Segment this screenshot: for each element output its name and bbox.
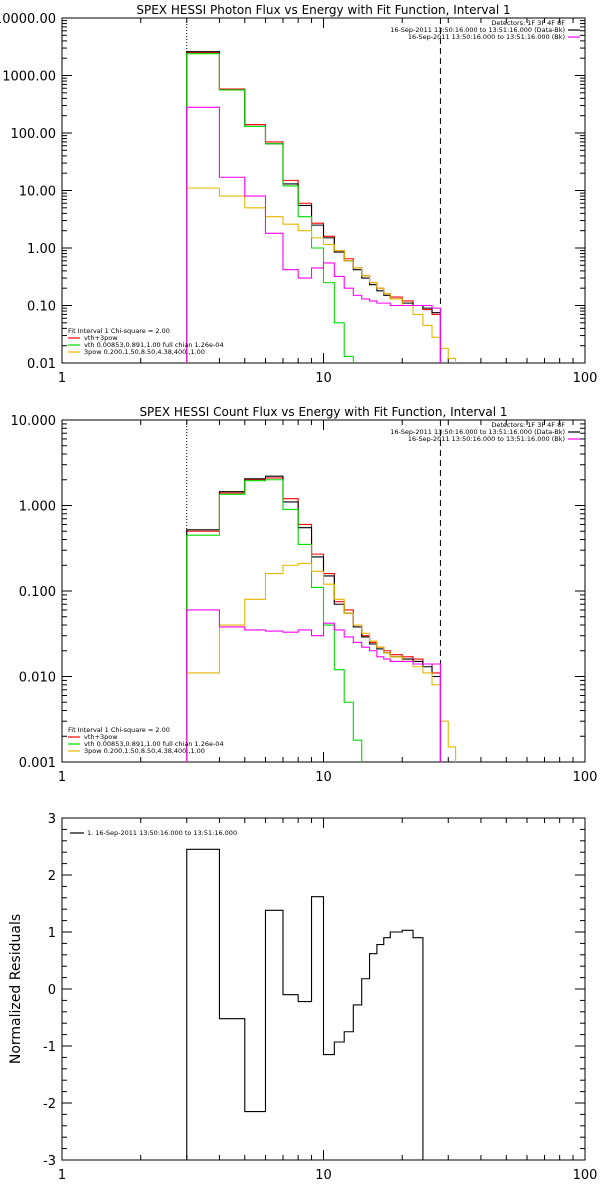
series-line-4	[186, 187, 464, 363]
y-tick-label: 100.00	[11, 127, 57, 142]
plot-frame	[61, 17, 586, 364]
legend-text: vth+3pow	[84, 733, 118, 741]
series-line-1	[186, 52, 441, 363]
chart-panel-3: 1 10 100 -3 -2 -1 0 1 2 3 Normalized Residuals 1. 1…	[8, 812, 597, 1183]
y-tick-label: 10.000	[11, 414, 57, 429]
series-line-4	[186, 562, 464, 762]
series-line-5	[186, 609, 441, 762]
legend-text: 16-Sep-2011 13:50:16.000 to 13:51:16.000…	[390, 428, 565, 436]
chart-panel-2: SPEX HESSI Count Flux vs Energy with Fit…	[11, 405, 598, 785]
y-tick-label: 0.10	[27, 300, 56, 315]
legend-text: Detectors: 1F 3F 4F 8F	[491, 421, 565, 429]
y-tick-label: -3	[43, 1154, 56, 1169]
legend-text: Fit Interval 1 Chi-square = 2.00	[68, 327, 170, 335]
legend-text: vth 0.00853,0.891,1.00 full chian 1.26e-…	[84, 740, 224, 748]
y-tick-label: 2	[48, 869, 56, 884]
y-tick-label: 10000.00	[0, 12, 56, 27]
y-tick-label: 3	[48, 812, 56, 827]
y-tick-label: 0.001	[19, 756, 56, 771]
y-tick-label: 0	[48, 983, 56, 998]
y-tick-label: -2	[43, 1097, 56, 1112]
legend-text: 3pow 0.200,1.50,8.50,4.38,400.,1.00	[84, 747, 205, 755]
x-tick-label: 100	[573, 1168, 598, 1183]
legend-text: vth+3pow	[84, 334, 118, 342]
y-tick-label: 1.000	[19, 500, 56, 515]
series-line-3	[186, 53, 371, 363]
x-tick-label: 100	[573, 371, 598, 386]
y-tick-label: 0.010	[19, 671, 56, 686]
y-tick-label: 0.01	[27, 357, 56, 372]
legend-text: 16-Sep-2011 13:50:16.000 to 13:51:16.000…	[408, 435, 565, 443]
y-tick-label: 1	[48, 926, 56, 941]
legend-text: 3pow 0.200,1.50,8.50,4.38,400.,1.00	[84, 348, 205, 356]
x-tick-label: 1	[58, 1168, 66, 1183]
series-line-3	[186, 479, 371, 762]
chart-panel-1: SPEX HESSI Photon Flux vs Energy with Fi…	[0, 3, 598, 386]
legend-text: vth 0.00853,0.891,1.00 full chian 1.26e-…	[84, 341, 224, 349]
series-line-2	[186, 475, 441, 762]
x-tick-label: 100	[573, 770, 598, 785]
legend-text: 16-Sep-2011 13:50:16.000 to 13:51:16.000…	[408, 33, 565, 41]
y-tick-label: 0.100	[19, 585, 56, 600]
series-line-5	[186, 106, 441, 363]
x-tick-label: 1	[58, 770, 66, 785]
legend-text: 1. 16-Sep-2011 13:50:16.000 to 13:51:16.…	[87, 829, 237, 837]
y-tick-label: 1.00	[27, 242, 56, 257]
legend-text: 16-Sep-2011 13:50:16.000 to 13:51:16.000…	[390, 26, 565, 34]
y-tick-label: 1000.00	[2, 70, 56, 85]
y-tick-label: -1	[43, 1040, 56, 1055]
x-tick-label: 10	[315, 371, 332, 386]
y-tick-label: 10.00	[19, 185, 56, 200]
chart-title: SPEX HESSI Count Flux vs Energy with Fit…	[139, 405, 507, 419]
series-line-1	[186, 848, 424, 1160]
series-line-1	[186, 477, 441, 762]
chart-title: SPEX HESSI Photon Flux vs Energy with Fi…	[136, 3, 510, 17]
x-tick-label: 1	[58, 371, 66, 386]
legend-text: Fit Interval 1 Chi-square = 2.00	[68, 726, 170, 734]
x-tick-label: 10	[315, 1168, 332, 1183]
series-line-2	[186, 51, 441, 363]
y-axis-label: Normalized Residuals	[8, 914, 24, 1064]
x-tick-label: 10	[315, 770, 332, 785]
legend-text: Detectors: 1F 3F 4F 8F	[491, 19, 565, 27]
